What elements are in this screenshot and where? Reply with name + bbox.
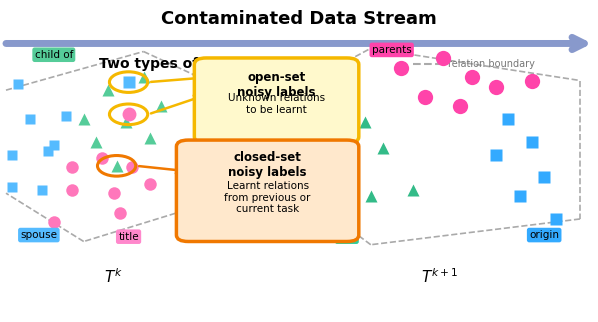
Text: Contaminated Data Stream: Contaminated Data Stream bbox=[161, 10, 437, 28]
Text: open-set
noisy labels: open-set noisy labels bbox=[237, 71, 316, 99]
Text: $T^k$: $T^k$ bbox=[104, 268, 123, 286]
Text: age: age bbox=[337, 232, 356, 242]
Text: Unknown relations
to be learnt: Unknown relations to be learnt bbox=[228, 93, 325, 115]
FancyBboxPatch shape bbox=[194, 58, 359, 143]
Text: title: title bbox=[118, 232, 139, 242]
Text: child of: child of bbox=[35, 50, 73, 60]
Text: $T^{k+1}$: $T^{k+1}$ bbox=[421, 268, 458, 286]
Text: spouse: spouse bbox=[20, 230, 57, 240]
Text: origin: origin bbox=[529, 230, 559, 240]
FancyBboxPatch shape bbox=[176, 140, 359, 242]
Text: Two types of noisy labels: Two types of noisy labels bbox=[99, 57, 296, 71]
Text: closed-set
noisy labels: closed-set noisy labels bbox=[228, 151, 307, 179]
Text: Learnt relations
from previous or
current task: Learnt relations from previous or curren… bbox=[224, 181, 311, 214]
Text: relation boundary: relation boundary bbox=[448, 59, 535, 70]
Text: parents: parents bbox=[372, 45, 411, 55]
